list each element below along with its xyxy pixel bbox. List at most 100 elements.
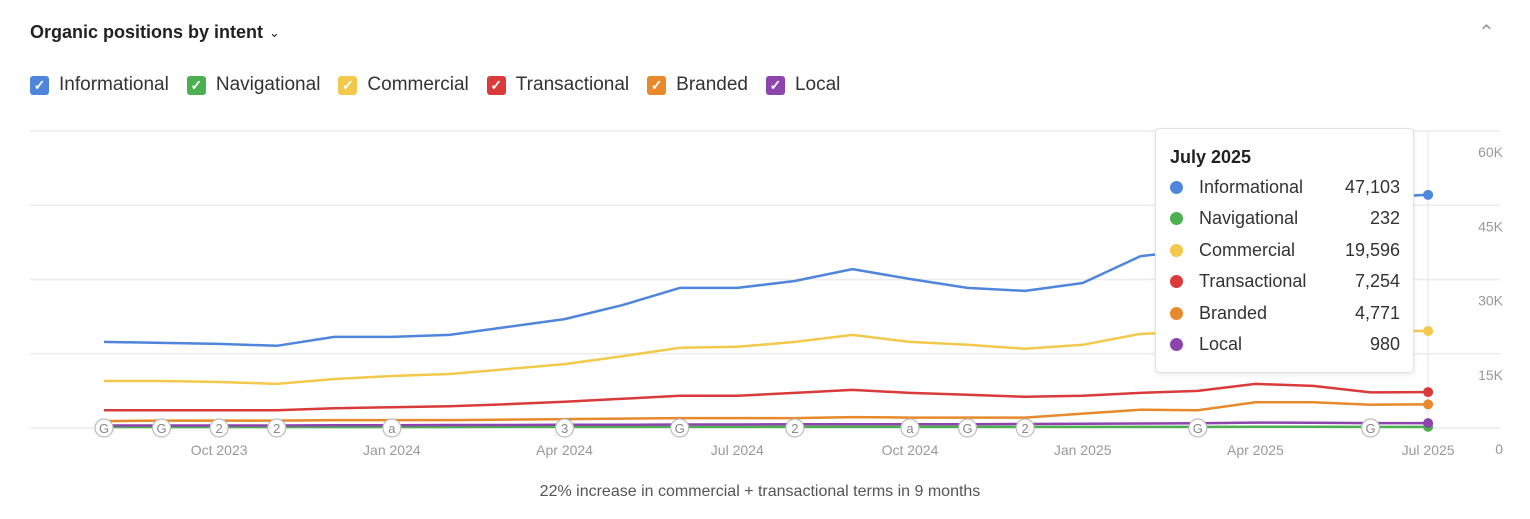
annotation-label: 2 [791, 421, 798, 436]
tooltip-value: 4,771 [1354, 302, 1400, 323]
tooltip-value: 47,103 [1344, 176, 1400, 197]
x-tick-label: Apr 2024 [536, 442, 593, 458]
annotation-circle [382, 418, 402, 438]
annotation-circle [900, 418, 920, 438]
tooltip-row-local: Local 980 [1170, 333, 1400, 357]
legend-item-branded[interactable]: ✓ Branded [647, 74, 748, 96]
checkbox-checked-icon[interactable]: ✓ [647, 75, 667, 95]
annotation-marker[interactable]: G [94, 418, 114, 438]
legend-label: Transactional [515, 74, 630, 95]
legend-label: Navigational [215, 74, 321, 95]
checkbox-checked-icon[interactable]: ✓ [30, 75, 49, 95]
annotation-circle [94, 418, 114, 438]
annotation-label: G [157, 421, 167, 436]
annotation-circle [209, 418, 229, 438]
tooltip-label: Navigational [1199, 208, 1299, 228]
x-tick-label: Jan 2025 [1054, 442, 1112, 458]
tooltip-label: Transactional [1199, 271, 1307, 291]
annotation-label: 2 [216, 421, 223, 436]
tooltip-value: 7,254 [1354, 271, 1400, 291]
series-line-branded [103, 401, 1429, 423]
annotation-circle [554, 418, 575, 438]
series-dot-icon [1170, 338, 1183, 351]
series-point-commercial [1423, 325, 1434, 336]
annotation-circle [1188, 418, 1208, 438]
tooltip: July 2025 Informational 47,103 Navigationa… [1155, 128, 1414, 373]
tooltip-title: July 2025 [1170, 147, 1252, 167]
tooltip-value: 19,596 [1344, 239, 1400, 260]
series-dot-icon [1170, 180, 1183, 194]
annotation-label: G [962, 421, 972, 436]
legend-item-local[interactable]: ✓ Local [765, 74, 841, 96]
annotation-marker[interactable]: G [957, 418, 978, 438]
tooltip-value: 232 [1369, 208, 1400, 228]
x-tick-label: Jul 2025 [1402, 442, 1455, 458]
annotation-label: G [1193, 421, 1203, 436]
series-dot-icon [1170, 243, 1183, 257]
annotation-label: 2 [1022, 421, 1029, 436]
x-tick-label: Jan 2024 [363, 442, 421, 458]
annotation-circle [957, 418, 978, 438]
tooltip-row-informational: Informational 47,103 [1170, 175, 1400, 199]
annotation-label: a [906, 421, 914, 436]
y-tick-label: 60K [1478, 144, 1504, 160]
y-tick-label: 15K [1478, 367, 1504, 383]
x-tick-label: Apr 2025 [1227, 442, 1284, 458]
annotation-circle [151, 418, 172, 438]
legend-item-commercial[interactable]: ✓ Commercial [338, 74, 469, 96]
tooltip-row-branded: Branded 4,771 [1170, 301, 1400, 325]
annotation-label: G [675, 421, 685, 436]
annotation-marker[interactable]: 2 [785, 418, 805, 438]
series-point-informational [1423, 189, 1434, 200]
x-tick-label: Jul 2024 [711, 442, 764, 458]
annotation-label: G [1365, 421, 1375, 436]
annotation-marker[interactable]: G [1188, 418, 1208, 438]
y-tick-label: 30K [1478, 293, 1504, 309]
chart-title-dropdown[interactable]: Organic positions by intent ⌄ [30, 22, 280, 43]
annotation-label: G [99, 421, 109, 436]
tooltip-label: Informational [1199, 176, 1304, 197]
annotation-marker[interactable]: 3 [554, 418, 575, 438]
annotation-marker[interactable]: 2 [1015, 418, 1035, 438]
x-tick-label: Oct 2024 [882, 442, 939, 458]
annotation-marker[interactable]: 2 [267, 418, 287, 438]
series-dot-icon [1170, 275, 1183, 288]
tooltip-row-navigational: Navigational 232 [1170, 207, 1400, 231]
chevron-down-icon: ⌄ [269, 24, 280, 40]
tooltip-label: Commercial [1199, 239, 1296, 260]
series-line-local [104, 421, 1429, 427]
annotation-marker[interactable]: 2 [209, 418, 229, 438]
annotation-marker[interactable]: G [1360, 418, 1381, 438]
tooltip-value: 980 [1369, 334, 1400, 354]
series-point-local [1423, 418, 1434, 429]
annotation-label: 3 [561, 421, 568, 436]
checkbox-checked-icon[interactable]: ✓ [338, 75, 358, 95]
annotation-marker[interactable]: a [382, 418, 402, 438]
x-tick-label: Oct 2023 [191, 442, 248, 458]
annotation-circle [1360, 418, 1381, 438]
series-line-transactional [104, 382, 1429, 412]
chart-title: Organic positions by intent [30, 22, 264, 42]
legend-item-informational[interactable]: ✓ Informational [30, 74, 169, 96]
annotation-marker[interactable]: a [900, 418, 920, 438]
annotation-label: a [388, 421, 396, 436]
annotation-marker[interactable]: G [151, 418, 172, 438]
tooltip-label: Local [1199, 334, 1243, 354]
legend-item-transactional[interactable]: ✓ Transactional [486, 74, 630, 96]
legend-item-navigational[interactable]: ✓ Navigational [186, 74, 321, 96]
annotation-circle [267, 418, 287, 438]
checkbox-checked-icon[interactable]: ✓ [186, 75, 206, 95]
annotation-circle [1015, 418, 1035, 438]
series-point-branded [1423, 399, 1434, 410]
legend-label: Informational [59, 74, 169, 95]
tooltip-label: Branded [1199, 302, 1268, 323]
checkbox-checked-icon[interactable]: ✓ [765, 75, 785, 95]
series-point-transactional [1423, 387, 1434, 398]
legend-label: Local [794, 74, 841, 95]
y-tick-label: 0 [1495, 441, 1503, 457]
chevron-up-icon[interactable]: ⌃ [1478, 22, 1495, 44]
annotation-circle [670, 418, 690, 438]
checkbox-checked-icon[interactable]: ✓ [486, 75, 506, 95]
annotation-marker[interactable]: G [670, 418, 690, 438]
legend-label: Branded [676, 74, 748, 95]
